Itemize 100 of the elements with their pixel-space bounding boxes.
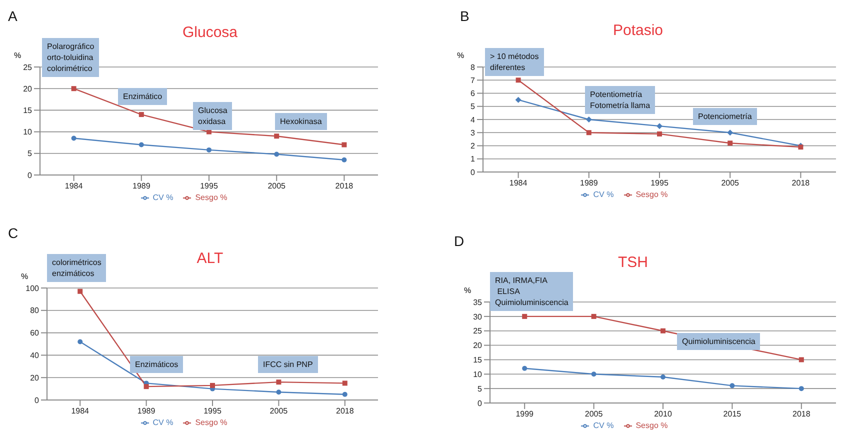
point	[586, 130, 592, 136]
x-tick-label: 1984	[71, 406, 90, 416]
x-tick-label: 1989	[137, 406, 156, 416]
x-tick-label: 1984	[509, 178, 528, 188]
annotation: Hexokinasa	[280, 116, 322, 127]
annotation: Enzimáticos	[135, 359, 178, 370]
x-tick-label: 1995	[650, 178, 669, 188]
y-tick-label: 30	[473, 312, 483, 322]
point	[522, 314, 528, 319]
point	[138, 112, 144, 118]
legend-label: CV %	[593, 421, 614, 430]
chart-title: TSH	[618, 254, 648, 271]
y-tick-label: 25	[23, 62, 33, 72]
point	[586, 116, 592, 122]
y-tick-label: 4	[470, 115, 476, 124]
annotation: Quimioluminiscencia	[682, 336, 756, 347]
point	[660, 374, 666, 380]
text: A	[8, 8, 18, 24]
point	[144, 384, 149, 390]
x-tick-label: 2018	[335, 182, 354, 191]
y-tick-label: 35	[473, 298, 483, 307]
chart-title: Potasio	[612, 22, 664, 39]
point	[276, 380, 282, 385]
x-tick-label: 2005	[270, 406, 288, 416]
y-tick-label: 20	[473, 341, 483, 350]
y-tick-label: 5	[478, 384, 483, 394]
x-tick-label: 2005	[268, 182, 286, 191]
point	[660, 328, 666, 334]
text: colorimétricos enzimáticos	[52, 257, 102, 279]
annotation: Potenciometría	[698, 111, 752, 122]
x-tick-label: 1999	[516, 410, 534, 419]
annotation: Glucosa oxidasa	[198, 105, 228, 127]
x-tick-label: 1989	[580, 178, 598, 188]
x-tick-label: 2010	[654, 410, 672, 419]
y-tick-label: 2	[470, 142, 476, 151]
y-axis-title: %	[464, 286, 472, 295]
point	[516, 78, 521, 83]
y-tick-label: 15	[23, 106, 33, 116]
x-tick-label: 1995	[204, 406, 222, 416]
point	[138, 142, 144, 148]
x-tick-label: 1989	[132, 182, 151, 191]
annotation: > 10 métodos diferentes	[490, 51, 539, 73]
point	[274, 152, 280, 157]
point	[206, 147, 212, 152]
y-tick-label: 40	[30, 351, 40, 360]
y-tick-label: 20	[23, 84, 33, 94]
y-tick-label: 100	[26, 284, 40, 293]
x-tick-label: 1984	[64, 182, 84, 191]
y-tick-label: 0	[478, 398, 483, 408]
x-tick-label: 2018	[792, 178, 810, 188]
point	[727, 130, 734, 136]
point	[210, 382, 215, 388]
chart-title: ALT	[196, 250, 224, 267]
y-tick-label: 15	[473, 356, 483, 365]
y-tick-label: 10	[23, 128, 33, 137]
y-tick-label: 7	[470, 76, 476, 85]
point	[342, 380, 348, 386]
point	[522, 366, 528, 371]
y-tick-label: 0	[28, 170, 33, 180]
annotation: Potentiometría Fotometría llama	[590, 89, 650, 111]
point	[342, 142, 347, 148]
text: B	[460, 8, 470, 24]
legend-label: Sesgo %	[195, 418, 228, 427]
y-axis-title: %	[21, 272, 28, 281]
legend-label: CV %	[152, 418, 174, 427]
text: C	[8, 225, 18, 241]
y-tick-label: 8	[470, 62, 476, 72]
y-tick-label: 5	[470, 102, 476, 112]
point	[78, 288, 83, 294]
point	[515, 96, 522, 103]
y-tick-label: 1	[470, 154, 476, 164]
y-tick-label: 0	[470, 168, 476, 177]
x-tick-label: 2015	[723, 410, 742, 419]
y-tick-label: 20	[30, 373, 40, 382]
point	[730, 383, 735, 388]
y-tick-label: 10	[473, 370, 483, 379]
point	[71, 86, 76, 92]
point	[657, 131, 662, 136]
annotation: IFCC sin PNP	[263, 359, 313, 370]
point	[591, 314, 596, 319]
y-tick-label: 0	[34, 396, 40, 405]
y-tick-label: 25	[473, 326, 483, 336]
text: D	[454, 233, 464, 249]
y-tick-label: 6	[470, 89, 476, 98]
point	[591, 372, 596, 377]
y-tick-label: 80	[30, 306, 40, 316]
x-tick-label: 2005	[584, 410, 604, 419]
point	[71, 136, 76, 141]
chart-title: Glucosa	[182, 24, 238, 41]
y-tick-label: 3	[470, 128, 476, 138]
legend-label: CV %	[152, 193, 174, 202]
x-tick-label: 2018	[336, 406, 354, 416]
point	[728, 140, 733, 146]
annotation: Enzimático	[123, 91, 162, 102]
y-axis-title: %	[14, 51, 22, 60]
point	[274, 134, 280, 139]
legend-label: Sesgo %	[195, 193, 228, 202]
x-tick-label: 2018	[792, 410, 811, 419]
y-axis-title: %	[457, 51, 464, 60]
annotation: Polarográfico orto-toluidina colorimétrico	[47, 41, 94, 74]
